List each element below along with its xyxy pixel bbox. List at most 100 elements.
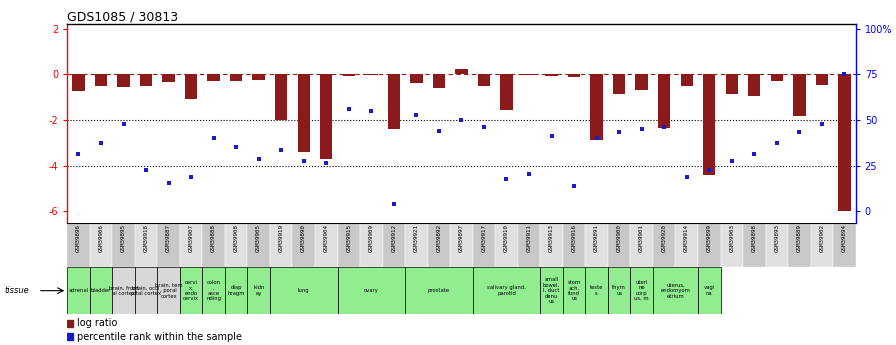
Bar [225,223,247,267]
Point [567,183,582,189]
Text: GSM39914: GSM39914 [685,224,689,252]
Text: GSM39897: GSM39897 [459,224,464,252]
Text: GSM39890: GSM39890 [301,224,306,252]
Bar [653,223,676,267]
Bar [247,267,270,314]
Bar [720,223,743,267]
Text: GSM39896: GSM39896 [76,224,81,252]
Point [702,167,717,173]
Bar [500,74,513,110]
Bar [158,223,180,267]
Point [634,126,649,132]
Text: GSM39894: GSM39894 [842,224,847,252]
Point [612,130,626,135]
Point [725,158,739,164]
Bar [270,223,292,267]
Bar [202,223,225,267]
Bar [315,223,338,267]
Text: GSM39916: GSM39916 [572,224,577,252]
Bar [67,320,73,327]
Text: GSM39906: GSM39906 [99,224,104,252]
Bar [117,74,130,87]
Point [161,180,176,185]
Bar [90,267,112,314]
Text: GSM39913: GSM39913 [549,224,554,252]
Bar [140,74,152,86]
Text: vagi
na: vagi na [703,285,715,296]
Bar [180,223,202,267]
Bar [698,223,720,267]
Bar [698,267,720,314]
Text: GSM39909: GSM39909 [369,224,374,252]
Bar [703,74,715,175]
Bar [275,74,288,120]
Bar [383,223,405,267]
Bar [134,267,158,314]
Point [792,130,806,135]
Text: GSM39902: GSM39902 [819,224,824,252]
Bar [676,223,698,267]
Text: GSM39895: GSM39895 [121,224,126,252]
Text: GSM39898: GSM39898 [752,224,757,252]
Point [319,160,333,166]
Point [116,122,131,127]
Text: brain, occi
pital cortex: brain, occi pital cortex [131,285,161,296]
Point [454,117,469,123]
Bar [180,267,202,314]
Bar [320,74,332,159]
Bar [185,74,197,99]
Text: ovary: ovary [364,288,379,293]
Text: GSM39910: GSM39910 [504,224,509,252]
Text: uteri
ne
corp
us, m: uteri ne corp us, m [634,280,649,301]
Text: GSM39921: GSM39921 [414,224,419,252]
Bar [568,74,581,77]
Text: bladder: bladder [90,288,111,293]
Bar [546,74,557,76]
Bar [342,74,355,76]
Point [252,156,266,161]
Point [432,129,446,134]
Bar [67,267,90,314]
Text: GSM39900: GSM39900 [616,224,622,252]
Text: GSM39901: GSM39901 [639,224,644,252]
Bar [410,74,423,83]
Text: uterus,
endomyom
etrium: uterus, endomyom etrium [660,283,691,298]
Bar [607,267,631,314]
Bar [473,267,540,314]
Bar [405,267,473,314]
Text: GSM39905: GSM39905 [256,224,262,252]
Text: GSM39899: GSM39899 [707,224,711,252]
Text: salivary gland,
parotid: salivary gland, parotid [487,285,526,296]
Point [297,158,311,164]
Text: tissue: tissue [4,286,30,295]
Point [814,122,829,127]
Bar [112,223,134,267]
Bar [405,223,427,267]
Text: diap
hragm: diap hragm [228,285,245,296]
Bar [225,267,247,314]
Bar [455,69,468,74]
Point [184,174,198,180]
Point [837,71,851,77]
Bar [833,223,856,267]
Bar [793,74,806,117]
Bar [540,267,563,314]
Text: GSM39907: GSM39907 [188,224,194,252]
Point [409,112,424,118]
Bar [765,223,788,267]
Text: brain, tem
, poral
cortex: brain, tem , poral cortex [155,283,183,298]
Text: brain, front
al cortex: brain, front al cortex [108,285,138,296]
Bar [788,223,811,267]
Text: GSM39911: GSM39911 [527,224,531,252]
Bar [631,267,653,314]
Text: GSM39903: GSM39903 [729,224,735,252]
Point [679,174,694,180]
Text: teste
s: teste s [590,285,603,296]
Text: kidn
ey: kidn ey [253,285,264,296]
Bar [743,223,765,267]
Bar [360,223,383,267]
Bar [247,223,270,267]
Bar [658,74,670,128]
Text: GSM39918: GSM39918 [143,224,149,252]
Point [94,140,108,146]
